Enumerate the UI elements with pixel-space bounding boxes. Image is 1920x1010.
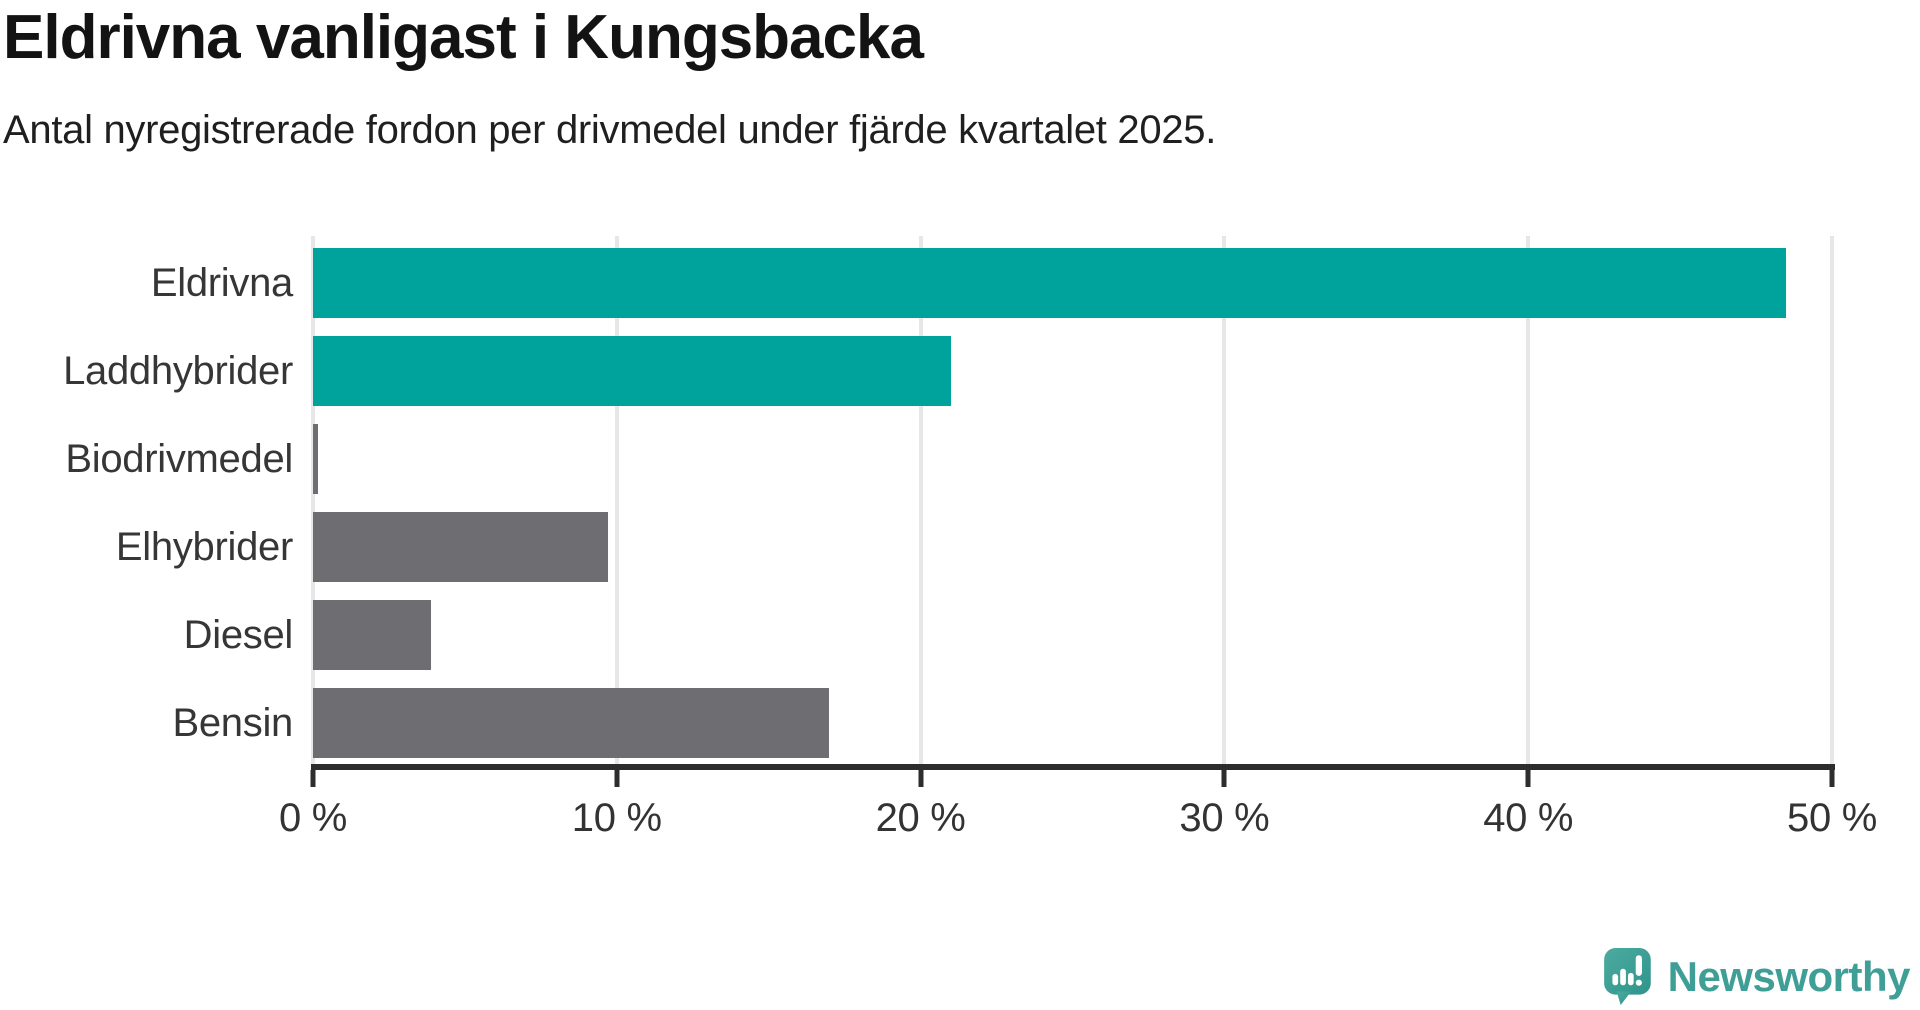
x-axis-tick-label: 30 % bbox=[1179, 796, 1270, 840]
bar-track bbox=[313, 336, 1832, 406]
x-axis-tick bbox=[1525, 770, 1531, 787]
x-axis-line bbox=[311, 764, 1835, 770]
newsworthy-logo: Newsworthy bbox=[1603, 948, 1911, 1006]
x-axis-tick bbox=[614, 770, 620, 787]
gridline bbox=[1222, 236, 1227, 765]
category-label: Diesel bbox=[183, 612, 294, 657]
bar-row: Bensin bbox=[0, 679, 1832, 767]
category-label: Elhybrider bbox=[115, 524, 293, 569]
bar-track bbox=[313, 512, 1832, 582]
bar bbox=[313, 688, 830, 758]
bar-track bbox=[313, 424, 1832, 494]
gridlines bbox=[311, 236, 1834, 765]
gridline bbox=[614, 236, 619, 765]
x-axis-tick-label: 20 % bbox=[875, 796, 966, 840]
bar bbox=[313, 600, 432, 670]
newsworthy-logo-icon bbox=[1603, 948, 1651, 1005]
x-axis-tick-label: 40 % bbox=[1483, 796, 1574, 840]
bar-row: Laddhybrider bbox=[0, 327, 1832, 415]
x-axis-tick-label: 0 % bbox=[278, 796, 348, 840]
gridline bbox=[311, 236, 315, 765]
gridline bbox=[918, 236, 923, 765]
gridline bbox=[1526, 236, 1531, 765]
gridline bbox=[1830, 236, 1834, 765]
x-axis-tick bbox=[918, 770, 924, 787]
x-axis-tick bbox=[1221, 770, 1227, 787]
x-axis-tick-label: 10 % bbox=[571, 796, 662, 840]
bar bbox=[313, 424, 318, 494]
bar bbox=[313, 248, 1787, 318]
x-axis-tick bbox=[1829, 770, 1835, 787]
x-axis-tick-label: 50 % bbox=[1787, 796, 1877, 840]
bar-rows: Eldrivna Laddhybrider Biodrivmedel Elhybrid… bbox=[0, 239, 1832, 767]
bar-row: Diesel bbox=[0, 591, 1832, 679]
chart-title: Eldrivna vanligast i Kungsbacka bbox=[3, 3, 924, 72]
category-label: Eldrivna bbox=[150, 260, 293, 305]
bar-row: Eldrivna bbox=[0, 239, 1832, 327]
chart-subtitle: Antal nyregistrerade fordon per drivmede… bbox=[3, 108, 1217, 152]
bar-track bbox=[313, 248, 1832, 318]
category-label: Bensin bbox=[172, 700, 293, 745]
x-axis-tick bbox=[310, 770, 316, 787]
bar-row: Elhybrider bbox=[0, 503, 1832, 591]
bar-track bbox=[313, 600, 1832, 670]
bar-row: Biodrivmedel bbox=[0, 415, 1832, 503]
x-axis: 0 % 10 % 20 % 30 % 40 % 50 % bbox=[279, 764, 1877, 854]
bar bbox=[313, 512, 608, 582]
bar bbox=[313, 336, 951, 406]
category-label: Laddhybrider bbox=[63, 348, 293, 393]
newsworthy-logo-text: Newsworthy bbox=[1667, 953, 1911, 1000]
bar-track bbox=[313, 688, 1832, 758]
category-label: Biodrivmedel bbox=[65, 436, 293, 481]
